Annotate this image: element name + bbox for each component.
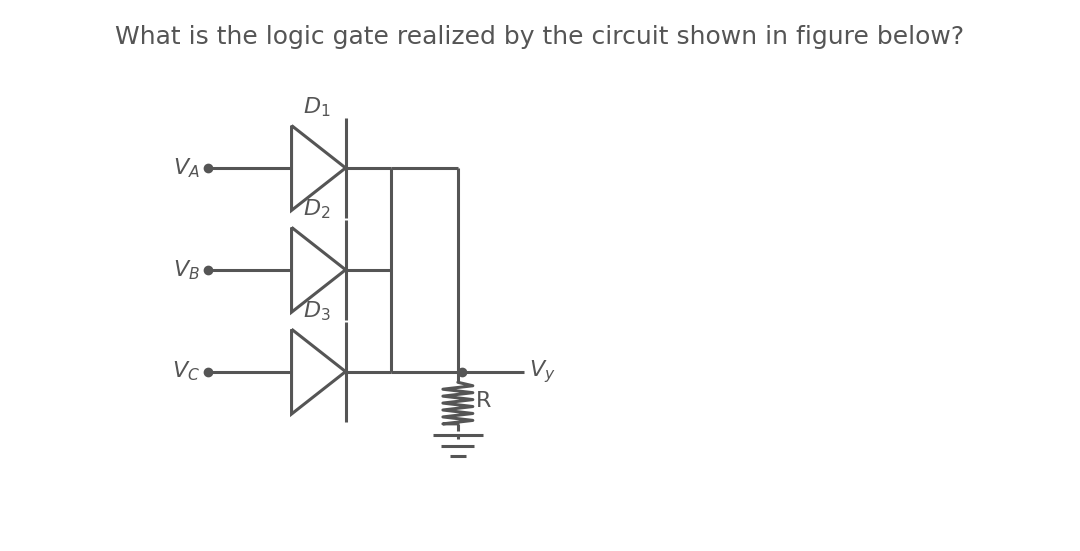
Text: $V_y$: $V_y$: [528, 358, 555, 385]
Text: $V_C$: $V_C$: [172, 360, 200, 383]
Text: $D_3$: $D_3$: [302, 299, 330, 323]
Text: What is the logic gate realized by the circuit shown in figure below?: What is the logic gate realized by the c…: [116, 25, 964, 49]
Text: R: R: [476, 391, 491, 411]
Text: $V_B$: $V_B$: [173, 258, 200, 282]
Text: $D_2$: $D_2$: [302, 197, 330, 221]
Text: $V_A$: $V_A$: [173, 156, 200, 180]
Text: $D_1$: $D_1$: [302, 95, 330, 119]
